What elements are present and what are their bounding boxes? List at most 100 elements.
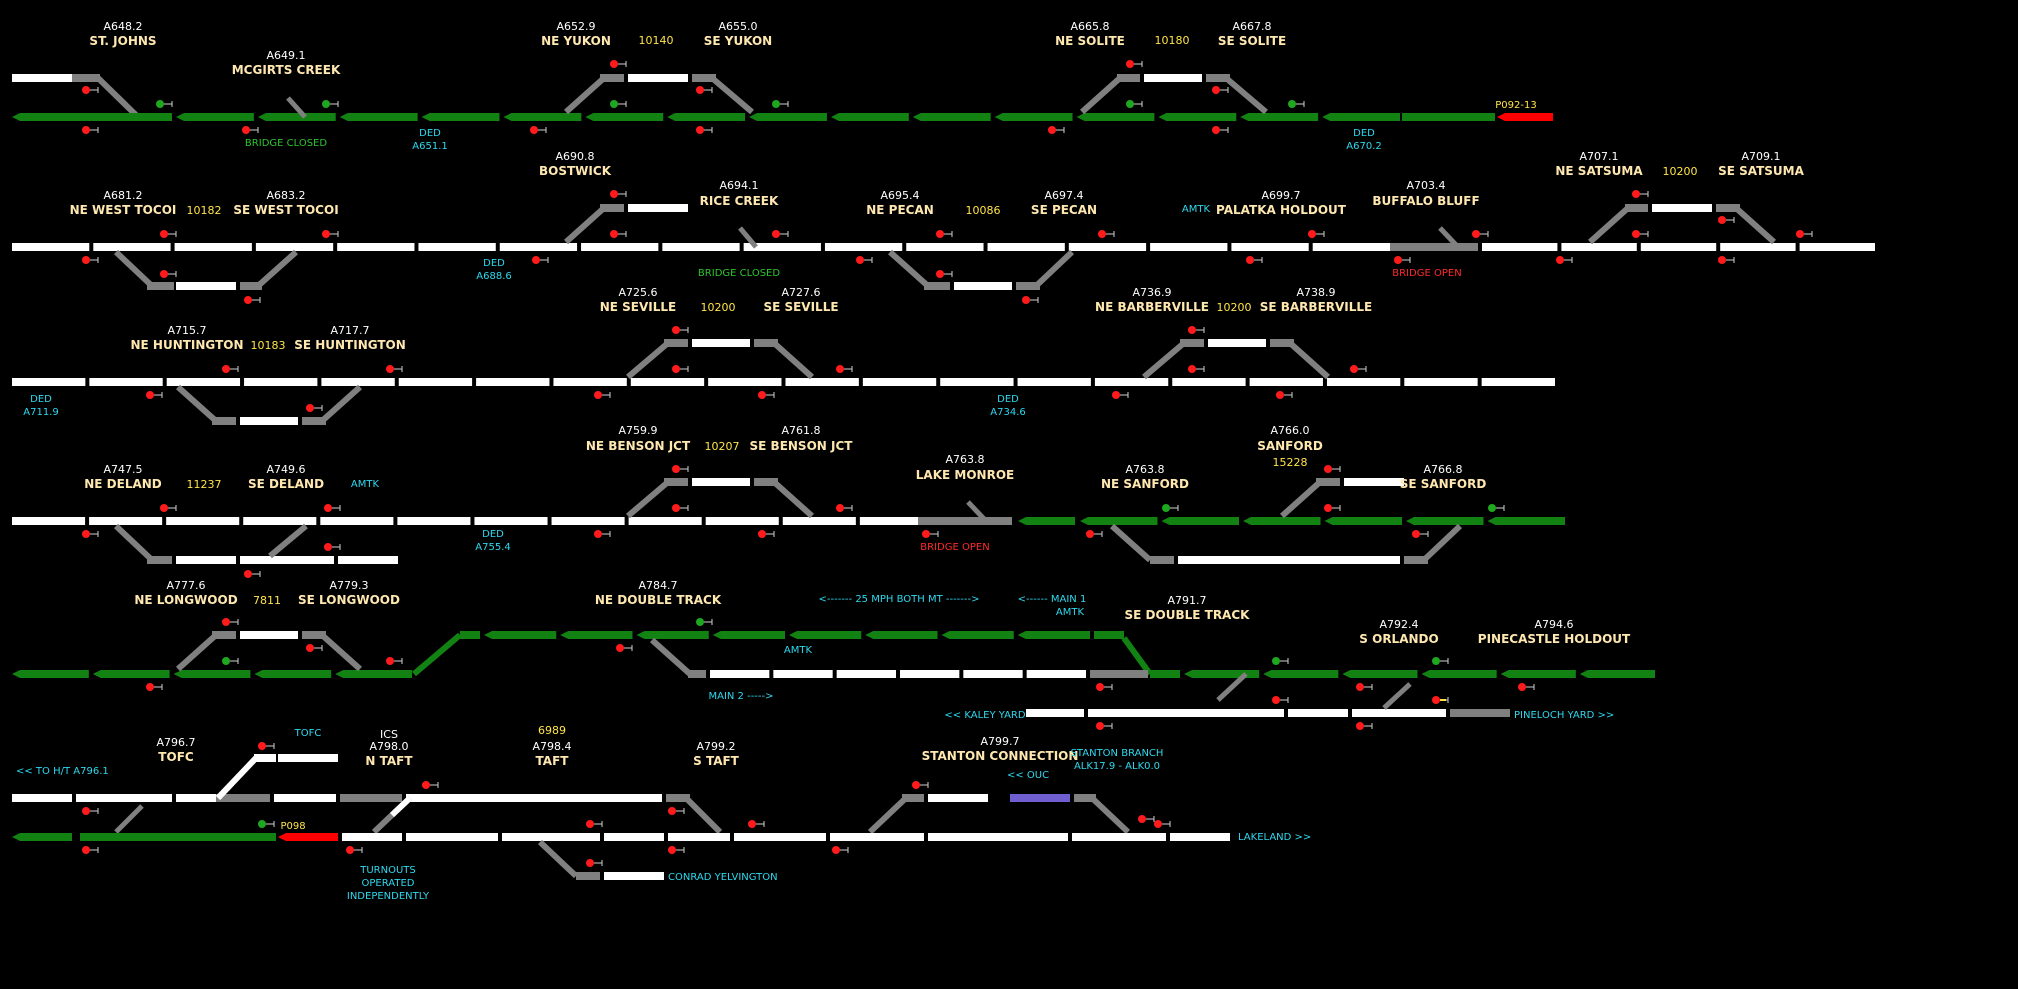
- track-segment[interactable]: [274, 794, 336, 802]
- switch-track[interactable]: [1216, 672, 1248, 702]
- track-segment[interactable]: [1324, 517, 1403, 525]
- track-segment[interactable]: [93, 243, 171, 251]
- signal-head[interactable]: [82, 530, 90, 538]
- track-segment[interactable]: [176, 556, 236, 564]
- train-id[interactable]: 6989: [538, 724, 566, 737]
- signal-head[interactable]: [748, 820, 756, 828]
- track-segment[interactable]: [89, 517, 163, 525]
- track-segment[interactable]: [743, 243, 821, 251]
- station-label[interactable]: SE BARBERVILLE: [1259, 300, 1373, 314]
- signal-head[interactable]: [422, 781, 430, 789]
- track-segment[interactable]: [1640, 243, 1717, 251]
- track-segment[interactable]: [667, 113, 746, 121]
- track-segment[interactable]: [302, 417, 326, 425]
- conrad-label[interactable]: CONRAD YELVINGTON: [668, 872, 778, 883]
- signal-head[interactable]: [1324, 504, 1332, 512]
- track-segment[interactable]: [1406, 517, 1484, 525]
- track-segment[interactable]: [1344, 478, 1404, 486]
- track-segment[interactable]: [1017, 378, 1091, 386]
- signal-head[interactable]: [668, 807, 676, 815]
- track-segment[interactable]: [1144, 74, 1202, 82]
- signal-head[interactable]: [160, 270, 168, 278]
- signal-head[interactable]: [324, 504, 332, 512]
- signal-head[interactable]: [1356, 722, 1364, 730]
- track-segment[interactable]: [1068, 243, 1147, 251]
- track-segment[interactable]: [928, 794, 988, 802]
- switch-track[interactable]: [319, 632, 363, 672]
- signal-head[interactable]: [1432, 657, 1440, 665]
- track-segment[interactable]: [12, 243, 90, 251]
- track-segment[interactable]: [72, 74, 100, 82]
- track-segment[interactable]: [830, 113, 909, 121]
- signal-head[interactable]: [936, 230, 944, 238]
- signal-head[interactable]: [1356, 683, 1364, 691]
- track-segment[interactable]: [1312, 243, 1390, 251]
- signal-head[interactable]: [772, 230, 780, 238]
- track-segment[interactable]: [668, 833, 730, 841]
- track-segment[interactable]: [12, 794, 72, 802]
- signal-head[interactable]: [1796, 230, 1804, 238]
- to-ht-label[interactable]: << TO H/T A796.1: [16, 766, 109, 777]
- track-segment[interactable]: [1026, 670, 1086, 678]
- track-segment[interactable]: [664, 478, 688, 486]
- track-segment[interactable]: [80, 833, 276, 841]
- track-segment[interactable]: [1322, 113, 1400, 121]
- signal-head[interactable]: [1162, 504, 1170, 512]
- track-segment[interactable]: [662, 243, 740, 251]
- track-segment[interactable]: [551, 517, 625, 525]
- track-segment[interactable]: [865, 631, 938, 639]
- track-segment[interactable]: [630, 378, 705, 386]
- signal-head[interactable]: [532, 256, 540, 264]
- track-segment[interactable]: [785, 378, 859, 386]
- train-id[interactable]: 10182: [186, 204, 222, 217]
- signal-head[interactable]: [1212, 86, 1220, 94]
- track-segment[interactable]: [600, 204, 624, 212]
- track-segment[interactable]: [859, 517, 933, 525]
- station-label[interactable]: NE BENSON JCT: [585, 439, 691, 453]
- station-label[interactable]: MCGIRTS CREEK: [231, 63, 341, 77]
- track-segment[interactable]: [1352, 709, 1446, 717]
- track-segment[interactable]: [174, 243, 252, 251]
- track-segment[interactable]: [321, 378, 395, 386]
- train-id[interactable]: 11237: [186, 478, 222, 491]
- kaley-yard-label[interactable]: << KALEY YARD: [944, 710, 1026, 721]
- track-segment[interactable]: [553, 378, 627, 386]
- station-label[interactable]: PALATKA HOLDOUT: [1216, 203, 1346, 217]
- signal-head[interactable]: [832, 846, 840, 854]
- switch-track[interactable]: [286, 96, 307, 119]
- track-segment[interactable]: [1326, 378, 1401, 386]
- track-segment[interactable]: [502, 833, 600, 841]
- signal-head[interactable]: [146, 391, 154, 399]
- station-label[interactable]: NE YUKON: [541, 34, 611, 48]
- track-segment[interactable]: [176, 282, 236, 290]
- signal-head[interactable]: [610, 100, 618, 108]
- track-segment[interactable]: [906, 243, 984, 251]
- switch-track[interactable]: [114, 804, 144, 834]
- track-segment[interactable]: [1421, 670, 1497, 678]
- track-segment[interactable]: [397, 517, 471, 525]
- track-segment[interactable]: [337, 243, 415, 251]
- track-segment[interactable]: [484, 631, 557, 639]
- signal-head[interactable]: [146, 683, 154, 691]
- signal-head[interactable]: [672, 326, 680, 334]
- track-segment[interactable]: [1316, 478, 1340, 486]
- train-id[interactable]: 10140: [638, 34, 674, 47]
- signal-head[interactable]: [1488, 504, 1496, 512]
- track-segment[interactable]: [1026, 709, 1084, 717]
- switch-track[interactable]: [626, 340, 670, 380]
- station-label[interactable]: SE PECAN: [1030, 203, 1098, 217]
- switch-track[interactable]: [1438, 226, 1460, 249]
- track-segment[interactable]: [830, 833, 924, 841]
- station-label[interactable]: STANTON CONNECTION: [921, 749, 1079, 763]
- switch-track[interactable]: [1142, 340, 1186, 380]
- signal-head[interactable]: [1112, 391, 1120, 399]
- switch-track[interactable]: [113, 249, 155, 289]
- track-segment[interactable]: [824, 243, 903, 251]
- track-segment[interactable]: [1016, 282, 1040, 290]
- switch-track[interactable]: [1089, 795, 1131, 835]
- signal-head[interactable]: [1324, 465, 1332, 473]
- track-segment[interactable]: [212, 417, 236, 425]
- track-segment[interactable]: [1561, 243, 1637, 251]
- track-segment[interactable]: [12, 74, 72, 82]
- track-segment[interactable]: [406, 794, 662, 802]
